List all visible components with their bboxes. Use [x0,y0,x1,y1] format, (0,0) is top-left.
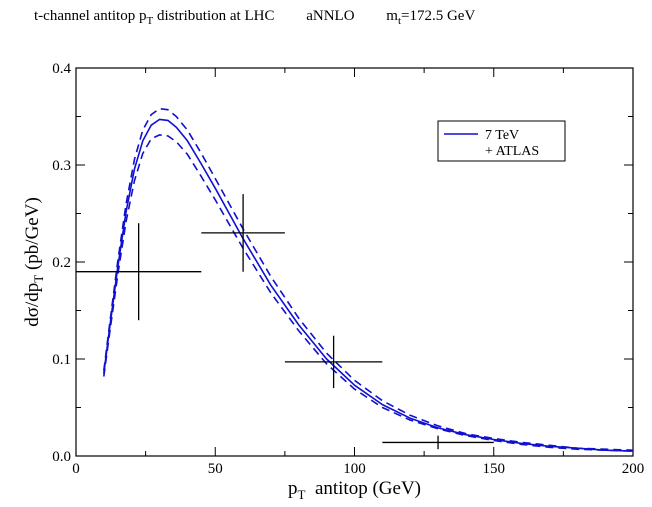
y-tick-label: 0.2 [52,255,71,271]
title-mass: mt=172.5 GeV [386,8,476,27]
x-tick-label: 50 [208,461,223,477]
title-main: t-channel antitop pT distribution at LHC [34,8,275,27]
x-tick-label: 150 [483,461,506,477]
legend-entry-atlas: + ATLAS [485,144,539,159]
legend-box [437,120,566,162]
y-tick-label: 0.1 [52,352,71,368]
x-axis-label: pT antitop (GeV) [288,478,421,502]
x-tick-label: 200 [622,461,645,477]
data-point [76,223,202,321]
y-tick-label: 0.4 [52,61,71,77]
series-line-central [103,118,634,452]
data-point [382,435,494,450]
y-axis-label: dσ/dpT (pb/GeV) [22,197,46,327]
title-order: aNNLO [306,8,355,24]
chart-title: t-channel antitop pT distribution at LHC… [34,8,652,27]
x-tick-label: 100 [343,461,366,477]
legend-entry-7tev: 7 TeV [485,128,519,143]
data-point [284,335,383,389]
y-tick-label: 0.3 [52,158,71,174]
y-tick-label: 0.0 [52,449,71,465]
data-point [201,194,285,272]
series-line-dashed [103,134,634,452]
x-tick-label: 0 [72,461,80,477]
